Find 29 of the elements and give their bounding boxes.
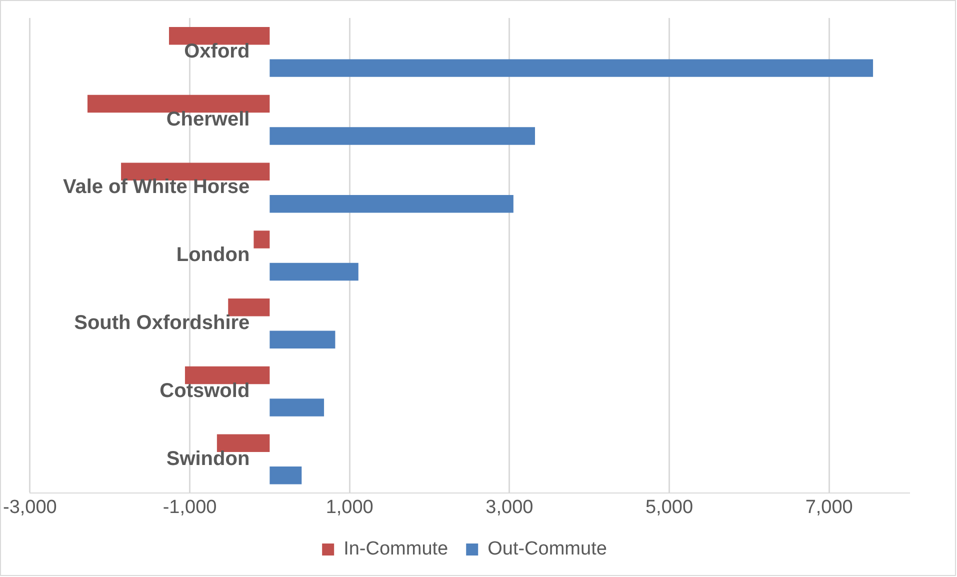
legend-label: In-Commute [344, 538, 448, 560]
x-tick-label: 5,000 [645, 496, 694, 518]
y-tick-label: Cotswold [160, 380, 250, 402]
x-tick-label: 7,000 [805, 496, 853, 518]
bar [270, 466, 302, 484]
bar [228, 298, 270, 316]
legend-label: Out-Commute [488, 538, 607, 560]
bar [270, 127, 535, 145]
bar [270, 330, 336, 348]
x-tick-label: 3,000 [486, 496, 534, 518]
y-tick-label: South Oxfordshire [74, 312, 250, 334]
y-tick-label: Oxford [184, 40, 250, 62]
y-tick-label: London [176, 244, 250, 266]
x-tick-label: 1,000 [326, 496, 374, 518]
bar [121, 162, 270, 180]
bar [216, 434, 270, 452]
bar [184, 366, 270, 384]
x-tick-label: -3,000 [3, 496, 57, 518]
bar [270, 262, 358, 281]
bar [270, 398, 324, 416]
bar [87, 94, 270, 113]
bar [270, 59, 874, 77]
x-tick-label: -1,000 [162, 496, 217, 518]
bar [168, 26, 270, 45]
bar [270, 194, 514, 213]
bar [254, 230, 270, 248]
y-tick-label: Vale of White Horse [62, 176, 250, 198]
y-tick-label: Swindon [166, 448, 250, 470]
y-tick-label: Cherwell [166, 108, 250, 130]
